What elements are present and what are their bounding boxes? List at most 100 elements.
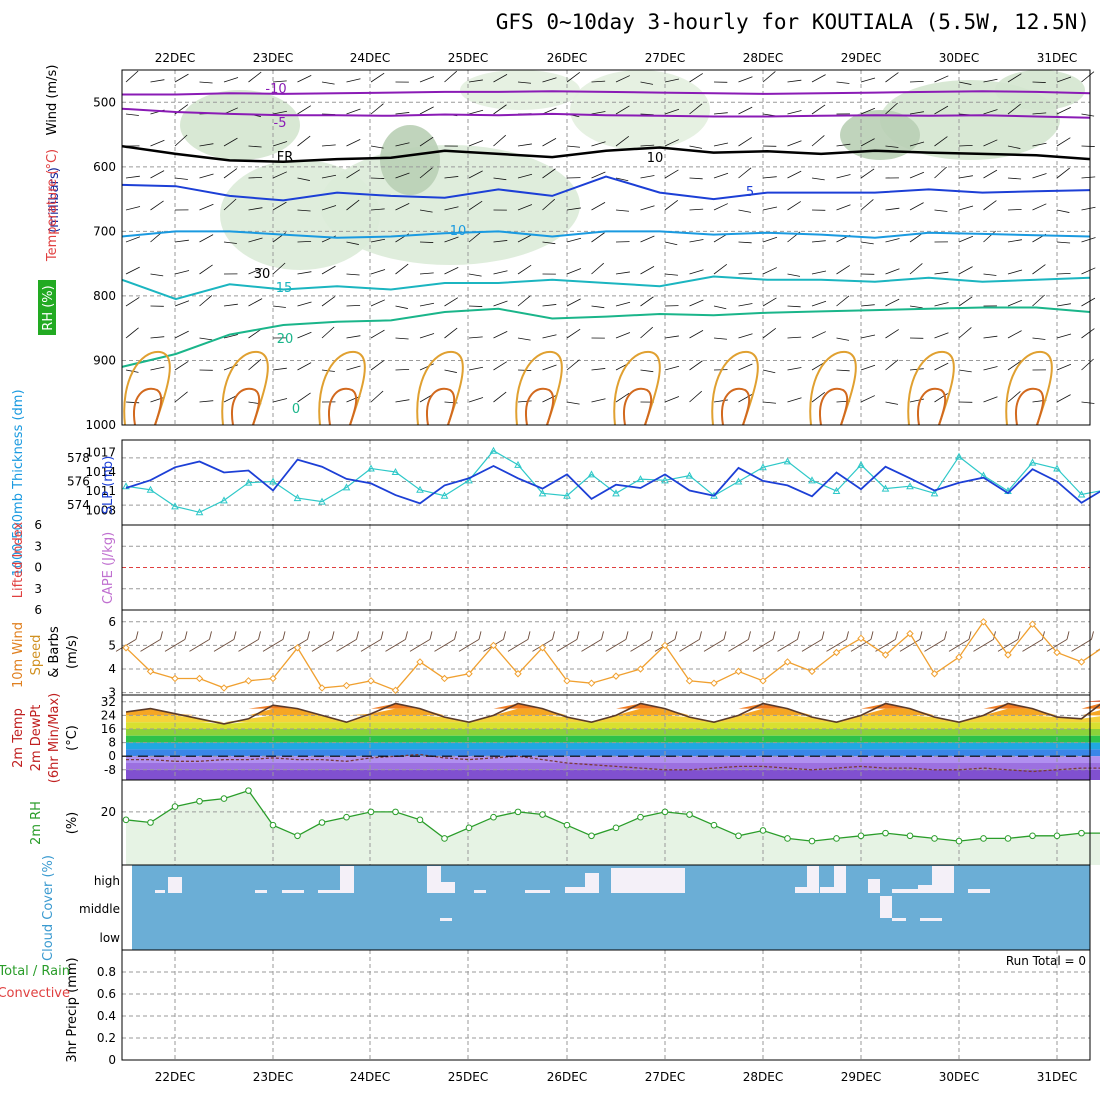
temp-axis-label-part: (°C): [65, 725, 80, 751]
wind-barb: [542, 304, 557, 307]
wind-barb: [493, 134, 507, 147]
wind-barb: [395, 263, 409, 275]
rh-marker: [906, 832, 914, 840]
wind-barb: [174, 300, 190, 307]
wind-barb: [762, 297, 777, 307]
slp-tick-label: 1008: [85, 504, 116, 518]
wind-barb: [444, 176, 459, 179]
wind-barb: [517, 234, 532, 243]
wind-speed-marker: [342, 681, 351, 690]
precip-frame: [121, 949, 1091, 1061]
contour-line-20: [121, 306, 1091, 368]
wind-barb: [1081, 113, 1095, 117]
surface-wind-barb: [924, 639, 945, 652]
cloud-block: [155, 890, 165, 893]
wind-barb: [223, 137, 238, 147]
wind-barb: [934, 332, 949, 339]
surface-wind-barb: [777, 639, 798, 652]
wind-barb: [860, 364, 876, 371]
wind-barb: [272, 201, 287, 211]
wind-barb: [199, 400, 214, 403]
top-date-label: 31DEC: [1037, 51, 1077, 65]
thermal-contour: [711, 350, 759, 426]
rh-shading: [840, 110, 920, 160]
surface-wind-barb-flag: [601, 631, 604, 640]
wind-barb: [566, 298, 581, 307]
wind-barb: [468, 79, 483, 83]
wind-barb: [174, 270, 190, 275]
thickness-marker: [146, 485, 155, 493]
wind-barb: [713, 233, 728, 243]
wind-barb: [223, 334, 239, 339]
wind-barb: [909, 305, 923, 309]
temperature-band: [126, 729, 1100, 736]
wind-barb: [640, 175, 655, 179]
thickness-marker: [195, 508, 204, 516]
wind-barb: [1032, 173, 1047, 179]
wind-barb: [664, 78, 680, 83]
wind-barb: [174, 239, 189, 243]
precip-axis-label: 3hr Precip (mm): [65, 957, 80, 1062]
rh-shading: [380, 125, 440, 195]
contour-line-FR: [121, 144, 1091, 163]
bottom-date-label: 25DEC: [448, 1070, 488, 1084]
surface-wind-barb: [801, 639, 823, 652]
wind-barb: [762, 327, 777, 339]
rh-marker: [318, 819, 326, 826]
rh-marker: [1078, 829, 1085, 837]
rh-marker: [955, 837, 963, 845]
wind-barb: [762, 176, 777, 179]
rh-marker: [857, 832, 865, 840]
contour-label: 0: [292, 402, 300, 417]
surface-wind-barb-flag: [380, 631, 384, 640]
surface-wind-barb: [262, 639, 284, 652]
wind-barb: [664, 273, 679, 276]
cloud-level-label: low: [100, 931, 121, 945]
wind-barb: [1007, 177, 1022, 180]
wind-tick-label: 4: [108, 662, 116, 676]
wind-barb: [542, 138, 557, 147]
wind-barb: [248, 176, 263, 179]
wind-barb: [640, 235, 655, 243]
wind-barb: [958, 369, 972, 373]
wind-speed-marker: [367, 677, 375, 685]
wind-barb: [395, 399, 410, 403]
wind-barb: [1081, 237, 1096, 243]
contour-line-10: [121, 230, 1091, 239]
wind-barb: [1081, 206, 1096, 211]
thickness-marker: [906, 482, 914, 490]
wind-speed-marker: [122, 644, 130, 652]
surface-wind-barb-flag: [527, 631, 531, 640]
li-axis-label: Lifted Index: [11, 521, 26, 598]
wind-barb: [1081, 71, 1095, 83]
wind-barb: [419, 136, 434, 147]
wind-barb: [248, 207, 263, 211]
wind-barb: [787, 110, 802, 115]
wind-barb: [664, 108, 680, 115]
wind-barb: [150, 366, 165, 371]
wind-barb: [223, 168, 238, 179]
wind-barb: [811, 104, 826, 115]
temperature-band: [126, 763, 1100, 770]
wind-barb: [860, 168, 875, 179]
wind-barb: [983, 78, 998, 83]
wind-barb: [370, 269, 386, 275]
rh-axis-label: RH (%): [41, 285, 56, 330]
wind-barb: [419, 302, 435, 307]
surface-wind-barb: [703, 639, 725, 652]
wind-barb: [1056, 303, 1071, 307]
wind-speed-marker: [857, 634, 865, 643]
wind-barb: [370, 177, 385, 179]
wind-barb: [1056, 272, 1071, 275]
wind-barb: [223, 364, 239, 371]
thermal-contour: [221, 350, 269, 426]
surface-wind-barb-flag: [748, 631, 751, 640]
wind-barb: [909, 232, 924, 243]
wind-barb: [713, 305, 727, 310]
temp-tick-label: 0: [108, 749, 116, 763]
wind-speed-marker: [685, 677, 694, 685]
thickness-marker: [538, 489, 547, 497]
wind-barb: [762, 206, 778, 211]
thickness-marker: [612, 489, 620, 497]
thickness-marker: [808, 476, 816, 484]
